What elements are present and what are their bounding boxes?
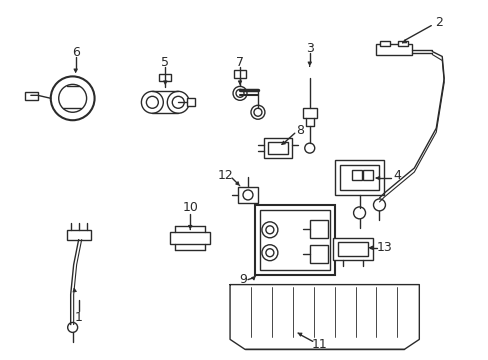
- Bar: [25, 92, 38, 100]
- Bar: [254, 205, 334, 275]
- Text: 2: 2: [434, 16, 442, 29]
- Bar: [380, 41, 389, 45]
- Bar: [334, 160, 384, 195]
- Bar: [351, 170, 361, 180]
- Bar: [238, 187, 258, 203]
- Bar: [264, 138, 291, 158]
- Bar: [267, 142, 287, 154]
- Bar: [376, 44, 411, 55]
- Text: 11: 11: [311, 338, 327, 351]
- Bar: [339, 165, 379, 190]
- Text: 4: 4: [393, 168, 401, 181]
- Text: 10: 10: [182, 201, 198, 215]
- Bar: [234, 71, 245, 78]
- Text: 6: 6: [72, 46, 80, 59]
- Text: 3: 3: [305, 42, 313, 55]
- Text: 9: 9: [239, 273, 246, 286]
- Bar: [302, 108, 316, 118]
- Bar: [337, 242, 367, 256]
- Text: 1: 1: [75, 311, 82, 324]
- Bar: [187, 98, 195, 106]
- Bar: [66, 230, 90, 240]
- Bar: [332, 238, 372, 260]
- Bar: [309, 245, 327, 263]
- Bar: [362, 170, 372, 180]
- Text: 12: 12: [217, 168, 232, 181]
- Bar: [260, 210, 329, 270]
- Bar: [398, 41, 407, 45]
- Text: 7: 7: [236, 56, 244, 69]
- Bar: [170, 232, 210, 244]
- Text: 13: 13: [376, 241, 391, 254]
- Bar: [159, 75, 171, 81]
- Text: 8: 8: [295, 124, 303, 137]
- Text: 5: 5: [161, 56, 169, 69]
- Bar: [309, 220, 327, 238]
